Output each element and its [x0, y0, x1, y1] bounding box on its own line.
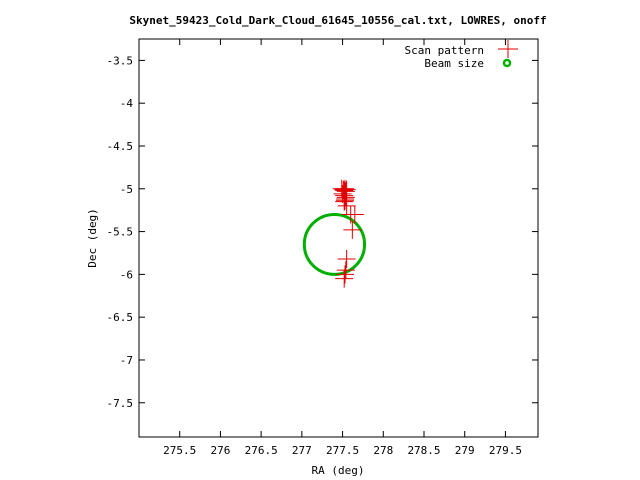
y-tick-label: -5.5	[107, 226, 134, 239]
x-tick-label: 279	[455, 444, 475, 457]
beam-size-circle	[302, 212, 367, 276]
scan-pattern-point	[343, 220, 362, 239]
y-tick-label: -4.5	[107, 140, 134, 153]
scan-pattern-point	[337, 196, 356, 215]
y-axis-ticks	[139, 59, 538, 404]
legend-marker-beam-size	[502, 58, 512, 68]
x-axis-label: RA (deg)	[312, 464, 365, 477]
x-tick-label: 276	[210, 444, 230, 457]
x-tick-label: 275.5	[163, 444, 196, 457]
y-tick-label: -6	[120, 268, 133, 281]
x-tick-label: 276.5	[245, 444, 278, 457]
y-axis-tick-labels: -3.5 -4 -4.5 -5 -5.5 -6 -6.5 -7 -7.5	[107, 54, 134, 409]
scan-pattern-point	[337, 249, 356, 268]
chart-title: Skynet_59423_Cold_Dark_Cloud_61645_10556…	[129, 14, 546, 27]
beam-size-layer	[302, 212, 367, 276]
scan-pattern-point	[336, 191, 355, 210]
y-tick-label: -6.5	[107, 311, 134, 324]
scan-pattern-point	[336, 261, 355, 280]
legend-label-scan-pattern: Scan pattern	[405, 44, 484, 57]
y-tick-label: -3.5	[107, 54, 134, 67]
x-tick-label: 278.5	[407, 444, 440, 457]
legend: Scan pattern Beam size	[405, 40, 518, 70]
legend-marker-scan-pattern	[498, 40, 518, 58]
scan-pattern-point	[336, 265, 355, 284]
y-tick-label: -5	[120, 183, 133, 196]
plot-frame	[138, 38, 539, 438]
x-axis-ticks	[179, 39, 506, 437]
x-tick-label: 279.5	[489, 444, 522, 457]
y-tick-label: -7.5	[107, 397, 134, 410]
y-tick-label: -4	[120, 97, 134, 110]
scan-pattern-point	[335, 269, 354, 288]
scan-pattern-point	[333, 184, 352, 203]
scan-pattern-point	[336, 188, 355, 207]
scan-pattern-point	[345, 205, 364, 224]
y-axis-label: Dec (deg)	[86, 208, 99, 268]
x-tick-label: 277.5	[326, 444, 359, 457]
scan-pattern-layer	[332, 179, 364, 288]
scan-pattern-point	[335, 192, 354, 211]
x-tick-label: 278	[373, 444, 393, 457]
legend-label-beam-size: Beam size	[424, 57, 484, 70]
y-tick-label: -7	[120, 354, 133, 367]
x-tick-label: 277	[292, 444, 312, 457]
x-axis-tick-labels: 275.5 276 276.5 277 277.5 278 278.5 279 279.5	[163, 444, 522, 457]
